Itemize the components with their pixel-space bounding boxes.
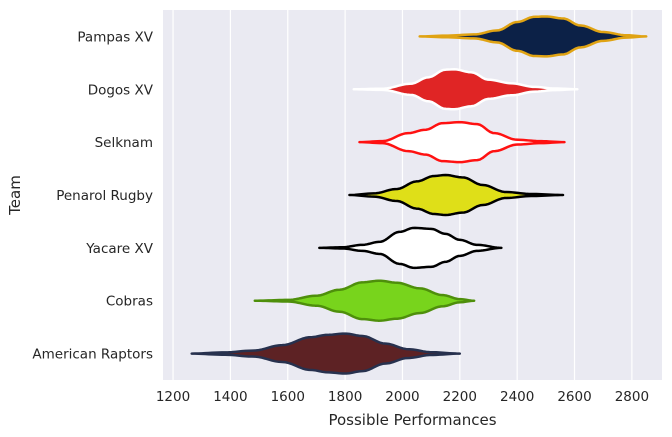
x-tick-label: 1600 <box>271 389 305 405</box>
y-axis-label: Team <box>6 175 24 216</box>
y-tick-label: Penarol Rugby <box>56 188 153 204</box>
x-tick-label: 2000 <box>385 389 419 405</box>
x-tick-label: 1400 <box>213 389 247 405</box>
x-tick-label: 1200 <box>156 389 190 405</box>
y-tick-label: American Raptors <box>32 347 153 363</box>
x-tick-label: 2200 <box>443 389 477 405</box>
violin-selknam <box>358 120 566 164</box>
x-tick-labels: 1200 1400 1600 1800 2000 2200 2400 2600 2800 <box>156 389 649 405</box>
y-tick-label: Yacare XV <box>85 241 153 257</box>
violin-american-raptors <box>190 332 462 375</box>
x-axis-label: Possible Performances <box>328 411 496 429</box>
violin-pampas-xv <box>418 15 648 58</box>
violin-cobras <box>253 279 476 322</box>
x-tick-label: 2800 <box>615 389 649 405</box>
x-tick-label: 2400 <box>500 389 534 405</box>
violin-dogos-xv <box>352 68 579 111</box>
y-tick-label: Dogos XV <box>88 82 154 98</box>
y-tick-label: Selknam <box>95 135 153 151</box>
violin-penarol-rugby <box>348 173 565 217</box>
y-tick-labels: Pampas XV Dogos XV Selknam Penarol Rugby Yac… <box>32 29 153 362</box>
violins <box>190 15 648 375</box>
y-tick-label: Cobras <box>106 294 153 310</box>
x-tick-label: 2600 <box>557 389 591 405</box>
x-tick-label: 1800 <box>328 389 362 405</box>
violin-yacare-xv <box>318 226 503 270</box>
y-tick-label: Pampas XV <box>77 29 153 45</box>
